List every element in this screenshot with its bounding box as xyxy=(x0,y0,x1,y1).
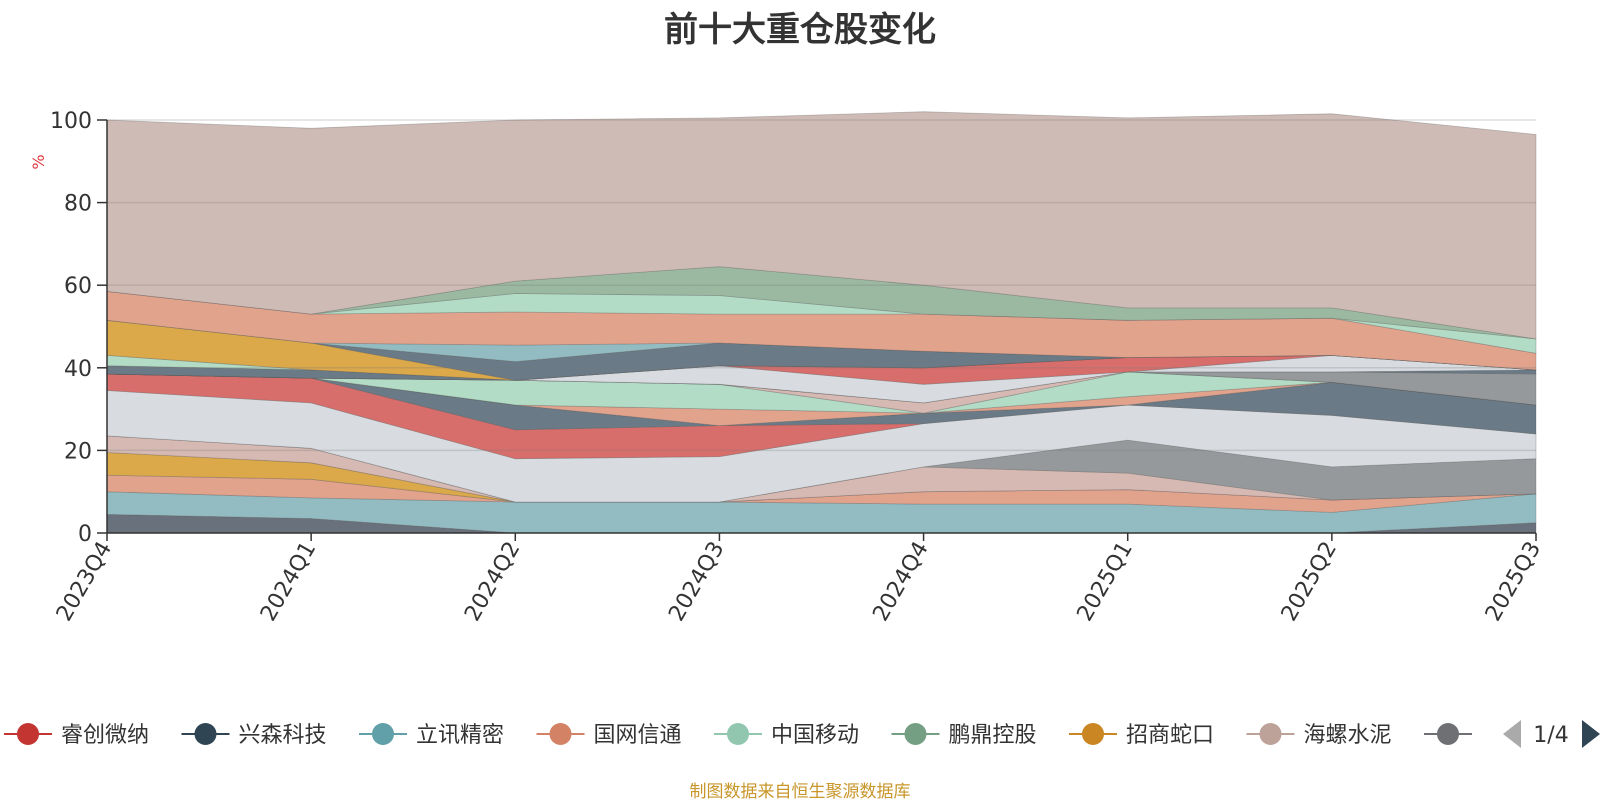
legend-marker-dot xyxy=(194,723,217,745)
x-axis: 2023Q4 2024Q1 2024Q2 2024Q3 2024Q4 2025Q1 2025… xyxy=(52,532,1546,626)
legend-pager: 1/4 xyxy=(1503,720,1600,748)
legend-item-label: 招商蛇口 xyxy=(1126,723,1214,748)
legend-item[interactable]: 睿创微纳 xyxy=(4,723,149,748)
legend-marker-dot xyxy=(1437,723,1459,745)
legend-item-label: 鹏鼎控股 xyxy=(949,723,1037,748)
x-tick-label: 2025Q2 xyxy=(1277,538,1342,626)
x-tick-label: 2025Q3 xyxy=(1481,538,1546,626)
x-tick-label: 2024Q3 xyxy=(664,538,729,626)
y-tick-label: 80 xyxy=(64,192,92,217)
y-tick-label: 100 xyxy=(50,109,92,134)
legend-marker-dot xyxy=(372,723,394,745)
area-layer-08 xyxy=(106,373,1537,460)
x-tick-label: 2024Q1 xyxy=(256,538,321,626)
area-layer-23 xyxy=(106,291,1537,354)
legend-prev-page-icon[interactable] xyxy=(1503,720,1521,748)
legend-marker-dot xyxy=(17,723,39,745)
y-axis: 0 20 40 60 80 100 xyxy=(50,109,108,547)
legend: 睿创微纳 兴森科技 立讯精密 国网信通 中国移动 鹏鼎控股 招商蛇口 海螺水泥 xyxy=(4,723,1472,748)
legend-marker-dot xyxy=(549,723,572,745)
legend-item-label: 国网信通 xyxy=(594,723,682,748)
area-series-group xyxy=(106,111,1537,534)
y-tick-label: 20 xyxy=(64,439,92,464)
y-tick-label: 0 xyxy=(78,522,92,547)
legend-item-label: 睿创微纳 xyxy=(61,723,149,748)
legend-item[interactable]: 中国移动 xyxy=(714,723,859,748)
legend-item-label: 海螺水泥 xyxy=(1304,723,1392,748)
x-tick-label: 2025Q1 xyxy=(1073,538,1138,626)
x-tick-label: 2023Q4 xyxy=(52,538,117,626)
legend-marker-dot xyxy=(904,723,927,745)
legend-item[interactable]: 国网信通 xyxy=(536,723,682,748)
x-tick-label: 2024Q2 xyxy=(460,538,525,626)
legend-marker-dot xyxy=(1082,723,1104,745)
legend-item[interactable] xyxy=(1424,723,1472,745)
y-tick-label: 40 xyxy=(64,357,92,382)
legend-item[interactable]: 海螺水泥 xyxy=(1246,723,1392,748)
y-axis-unit-label: % xyxy=(29,154,48,169)
legend-marker-dot xyxy=(727,723,749,745)
legend-next-page-icon[interactable] xyxy=(1582,720,1600,748)
y-tick-label: 60 xyxy=(64,274,92,299)
area-layer-14 xyxy=(106,369,1537,404)
legend-item[interactable]: 兴森科技 xyxy=(181,723,327,748)
gridlines xyxy=(107,119,1536,452)
area-layer-13 xyxy=(106,371,1537,406)
legend-item[interactable]: 立讯精密 xyxy=(359,723,504,748)
legend-page-indicator: 1/4 xyxy=(1533,723,1568,748)
area-layer-25 xyxy=(106,111,1537,340)
legend-marker-dot xyxy=(1259,723,1282,745)
legend-item[interactable]: 鹏鼎控股 xyxy=(891,723,1037,748)
data-source-note: 制图数据来自恒生聚源数据库 xyxy=(689,782,911,802)
legend-item-label: 兴森科技 xyxy=(239,723,327,748)
x-tick-label: 2024Q4 xyxy=(868,538,933,626)
legend-item[interactable]: 招商蛇口 xyxy=(1069,723,1214,748)
legend-item-label: 立讯精密 xyxy=(416,723,504,748)
legend-item-label: 中国移动 xyxy=(771,723,859,748)
chart-title: 前十大重仓股变化 xyxy=(664,10,936,50)
